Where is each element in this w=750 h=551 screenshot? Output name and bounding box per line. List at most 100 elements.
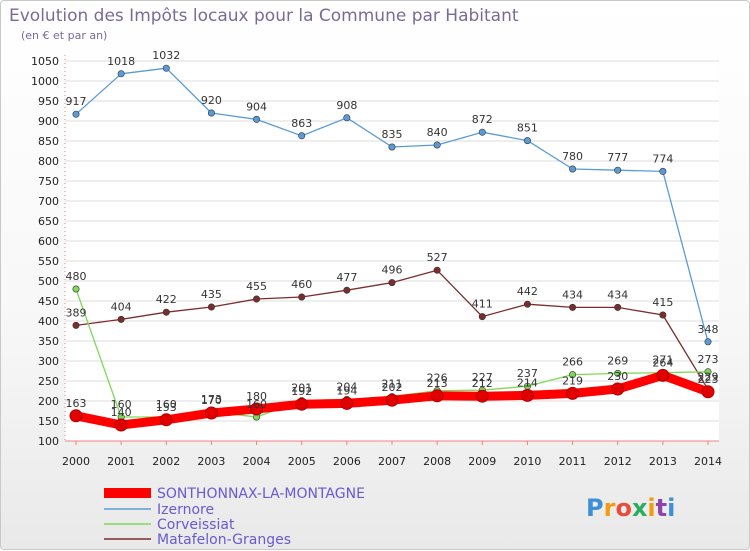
x-tick-label: 2000 [62, 455, 90, 468]
data-label: 219 [562, 374, 583, 387]
x-tick-label: 2007 [378, 455, 406, 468]
data-label: 404 [111, 300, 132, 313]
data-label: 192 [291, 385, 312, 398]
data-label: 920 [201, 94, 222, 107]
data-point [253, 295, 261, 303]
data-label: 435 [201, 288, 222, 301]
data-label: 173 [201, 393, 222, 406]
y-tick-label: 800 [38, 155, 59, 168]
data-point [388, 279, 396, 287]
y-tick-label: 950 [38, 95, 59, 108]
data-label: 226 [427, 372, 448, 385]
data-point [117, 315, 125, 323]
data-point [340, 396, 354, 410]
axes [64, 55, 719, 445]
data-label: 160 [111, 398, 132, 411]
data-point [433, 266, 441, 274]
data-label: 422 [156, 293, 177, 306]
data-point [523, 137, 531, 145]
data-label: 194 [336, 384, 357, 397]
data-label: 904 [246, 100, 267, 113]
data-point [114, 418, 128, 432]
data-label: 455 [246, 280, 267, 293]
data-point [430, 389, 444, 403]
data-point [162, 64, 170, 72]
data-label: 160 [246, 398, 267, 411]
data-labels: 917 1018 1032 920 904 863 908 835 840 872 851 780 77… [66, 49, 719, 419]
chart-subtitle: (en € et par an) [21, 29, 107, 42]
y-tick-label: 650 [38, 215, 59, 228]
data-label: 1018 [107, 55, 135, 68]
y-tick-label: 450 [38, 295, 59, 308]
x-tick-label: 2001 [107, 455, 135, 468]
data-label: 442 [517, 285, 538, 298]
data-label: 348 [698, 323, 719, 336]
data-point [204, 406, 218, 420]
y-tick-label: 700 [38, 195, 59, 208]
data-label: 163 [66, 397, 87, 410]
data-label: 140 [111, 406, 132, 419]
x-tick-label: 2012 [604, 455, 632, 468]
data-point [659, 167, 667, 175]
y-tick-label: 300 [38, 355, 59, 368]
data-point [162, 308, 170, 316]
data-label: 211 [382, 378, 403, 391]
data-label: 777 [607, 151, 628, 164]
x-tick-label: 2005 [288, 455, 316, 468]
data-point [614, 166, 622, 174]
data-label: 230 [607, 370, 628, 383]
data-point [656, 368, 670, 382]
data-label: 908 [336, 99, 357, 112]
data-point [520, 388, 534, 402]
plot-area [65, 61, 719, 441]
data-label: 271 [652, 354, 673, 367]
y-tick-label: 150 [38, 415, 59, 428]
proxiti-logo-text: Proxiti [586, 494, 675, 522]
x-tick-label: 2008 [423, 455, 451, 468]
x-tick-label: 2006 [333, 455, 361, 468]
data-point [614, 369, 622, 377]
data-point [569, 165, 577, 173]
data-point [523, 300, 531, 308]
data-point [659, 311, 667, 319]
data-point [72, 285, 80, 293]
data-point [343, 286, 351, 294]
data-label: 917 [66, 95, 87, 108]
data-point [433, 141, 441, 149]
x-tick-label: 2010 [513, 455, 541, 468]
data-label: 201 [291, 382, 312, 395]
y-tick-label: 400 [38, 315, 59, 328]
chart-title: Evolution des Impôts locaux pour la Comm… [9, 6, 519, 26]
data-point [72, 110, 80, 118]
data-point [298, 132, 306, 140]
grid [65, 60, 719, 442]
data-point [207, 109, 215, 117]
data-label: 840 [427, 126, 448, 139]
data-point [295, 397, 309, 411]
data-label: 269 [607, 354, 628, 367]
data-point [117, 70, 125, 78]
data-label: 214 [517, 376, 538, 389]
legend: SONTHONNAX-LA-MONTAGNEIzernoreCorveissia… [104, 486, 365, 548]
data-label: 223 [698, 373, 719, 386]
data-label: 477 [336, 271, 357, 284]
legend-entry: SONTHONNAX-LA-MONTAGNE [157, 486, 365, 502]
data-label: 266 [562, 356, 583, 369]
data-label: 237 [517, 367, 538, 380]
data-point [253, 115, 261, 123]
x-tick-label: 2004 [243, 455, 271, 468]
data-point [701, 385, 715, 399]
x-tick-label: 2002 [152, 455, 180, 468]
data-label: 160 [156, 398, 177, 411]
data-label: 202 [382, 381, 403, 394]
x-tick-label: 2011 [559, 455, 587, 468]
data-label: 415 [652, 296, 673, 309]
y-tick-label: 850 [38, 135, 59, 148]
data-point [569, 371, 577, 379]
y-tick-label: 200 [38, 395, 59, 408]
data-label: 212 [472, 377, 493, 390]
legend-entry: Matafelon-Granges [157, 532, 291, 548]
data-label: 227 [472, 371, 493, 384]
data-point [475, 389, 489, 403]
